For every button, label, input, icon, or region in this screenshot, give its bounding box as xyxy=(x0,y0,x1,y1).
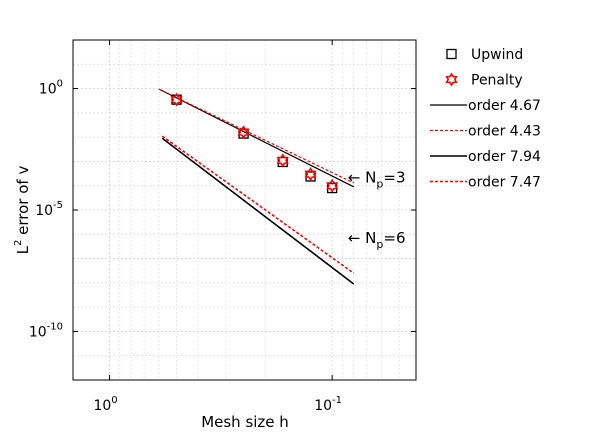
legend-label: Upwind xyxy=(471,47,523,63)
legend-label: order 4.43 xyxy=(468,124,541,140)
data-series xyxy=(158,88,355,285)
x-tick-label: 10-1 xyxy=(314,395,342,414)
fit-line-order-7-47 xyxy=(161,135,355,274)
x-axis-label: Mesh size h xyxy=(201,413,289,431)
legend-penalty-marker xyxy=(445,72,458,87)
grid xyxy=(73,39,416,381)
penalty-marker xyxy=(170,92,183,107)
annotations: ← Np=3 ← Np=6 xyxy=(348,168,406,251)
legend: Upwind Penalty order 4.67 order 4.43 order 7… xyxy=(430,47,541,191)
fit-line-order-4-43 xyxy=(158,88,354,184)
y-axis-label: L2 error of v xyxy=(13,166,32,255)
plot-frame xyxy=(72,39,417,381)
legend-label: order 7.47 xyxy=(468,175,541,191)
np-annotation-1: ← Np=3 xyxy=(348,168,406,190)
legend-upwind-marker xyxy=(446,48,457,60)
legend-label: order 4.67 xyxy=(468,98,541,114)
penalty-marker xyxy=(276,153,289,168)
legend-label: order 7.94 xyxy=(468,149,541,165)
axis-ticks: 100 10-1 100 10-5 10-10 xyxy=(29,40,416,414)
np-annotation-2: ← Np=6 xyxy=(348,229,406,251)
penalty-marker xyxy=(237,125,250,140)
y-tick-label: 100 xyxy=(39,79,63,98)
y-tick-label: 10-5 xyxy=(35,200,63,219)
x-tick-label: 100 xyxy=(93,395,117,414)
legend-label: Penalty xyxy=(471,73,523,89)
y-tick-label: 10-10 xyxy=(29,321,63,340)
penalty-marker xyxy=(326,178,339,193)
penalty-marker xyxy=(304,167,317,182)
fit-line-order-7-94 xyxy=(161,137,355,285)
